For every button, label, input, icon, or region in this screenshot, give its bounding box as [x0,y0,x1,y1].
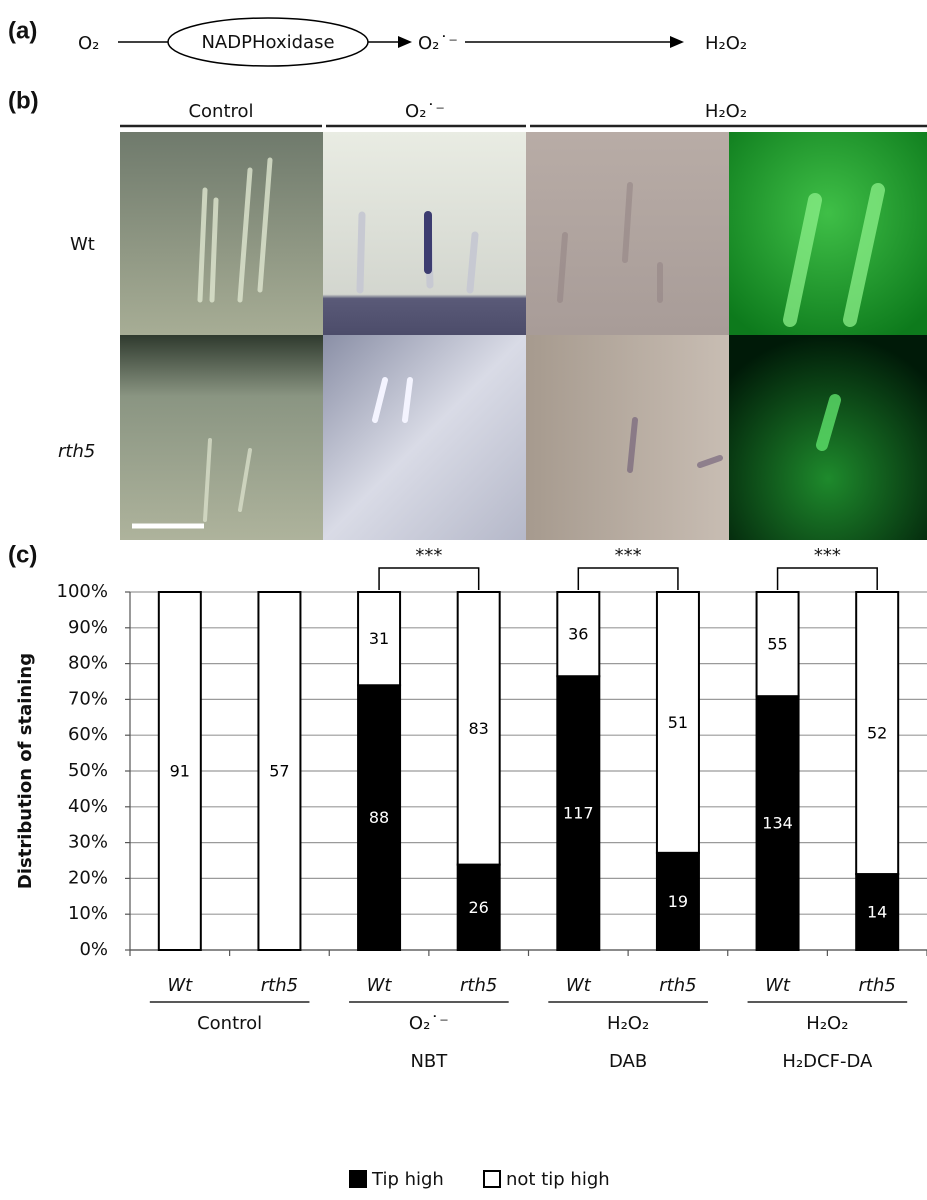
group-sublabel: NBT [410,1051,448,1072]
legend-label: Tip high [371,1169,444,1190]
data-label: 134 [762,814,793,833]
data-label: 19 [668,892,688,911]
y-tick-label: 60% [68,724,108,745]
data-label: 55 [767,635,787,654]
pathway-substrate: O₂ [78,33,99,54]
pathway-product: H₂O₂ [705,33,747,54]
column-header: O₂˙⁻ [405,101,445,122]
group-sublabel: DAB [609,1051,647,1072]
bar-segment [556,675,601,951]
data-label: 26 [469,898,489,917]
legend-swatch [349,1170,367,1188]
significance-bracket [378,567,480,590]
bar-segment [357,591,402,687]
x-tick-label: Wt [367,975,393,996]
y-tick-label: 30% [68,832,108,853]
y-tick-label: 70% [68,688,108,709]
y-tick-label: 0% [79,939,108,960]
bar-segment [456,863,501,952]
data-label: 31 [369,629,389,648]
y-tick-label: 40% [68,796,108,817]
micrographs [120,132,927,540]
bar-segment [755,695,800,951]
data-label: 52 [867,724,887,743]
data-label: 83 [469,719,489,738]
significance: *** [615,545,642,566]
bar-segment [755,591,800,698]
group-label: Control [197,1013,262,1034]
group-label: H₂O₂ [806,1013,848,1034]
column-header: Control [188,101,253,122]
micrograph [120,132,323,335]
micrograph [323,335,526,540]
root-hairs [197,157,885,522]
y-tick-label: 80% [68,653,108,674]
y-tick-label: 20% [68,867,108,888]
bar-segment [257,591,302,951]
panel-label: (c) [8,541,37,568]
data-label: 36 [568,625,588,644]
significance: *** [814,545,841,566]
significance: *** [415,545,442,566]
group-sublabel: H₂DCF-DA [782,1051,873,1072]
y-tick-label: 100% [57,581,108,602]
data-label: 51 [668,713,688,732]
column-header: H₂O₂ [705,101,747,122]
data-label: 57 [269,762,289,781]
x-tick-label: Wt [765,975,791,996]
bar-segment [157,591,202,951]
row-label: Wt [70,234,95,255]
panel-label: (b) [8,87,39,114]
group-label: O₂˙⁻ [409,1013,449,1034]
x-tick-label: Wt [167,975,193,996]
significance-bracket [776,567,878,590]
bar-segment [855,591,900,876]
x-tick-label: rth5 [460,975,497,996]
x-tick-label: Wt [566,975,592,996]
bar-segment [556,591,601,678]
data-label: 91 [170,762,190,781]
pathway-enzyme: NADPHoxidase [201,32,334,53]
group-label: H₂O₂ [607,1013,649,1034]
x-tick-label: rth5 [859,975,896,996]
micrograph [729,132,927,335]
micrograph [526,335,729,540]
data-label: 117 [563,804,594,823]
bar-segment [655,851,700,951]
panel-label: (a) [8,17,37,44]
legend-label: not tip high [506,1169,610,1190]
x-tick-label: rth5 [261,975,298,996]
arrow-head [398,36,412,48]
y-tick-label: 10% [68,903,108,924]
data-label: 88 [369,808,389,827]
y-tick-label: 50% [68,760,108,781]
bar-segment [456,591,501,866]
x-tick-label: rth5 [659,975,696,996]
legend-swatch [483,1170,501,1188]
significance-bracket [577,567,679,590]
arrow-head [670,36,684,48]
data-label: 14 [867,903,887,922]
y-tick-label: 90% [68,617,108,638]
micrograph [120,335,323,540]
row-label: rth5 [58,441,95,462]
pathway-intermediate: O₂˙⁻ [418,33,458,54]
y-axis-label: Distribution of staining [15,653,36,889]
bar-segment [655,591,700,854]
